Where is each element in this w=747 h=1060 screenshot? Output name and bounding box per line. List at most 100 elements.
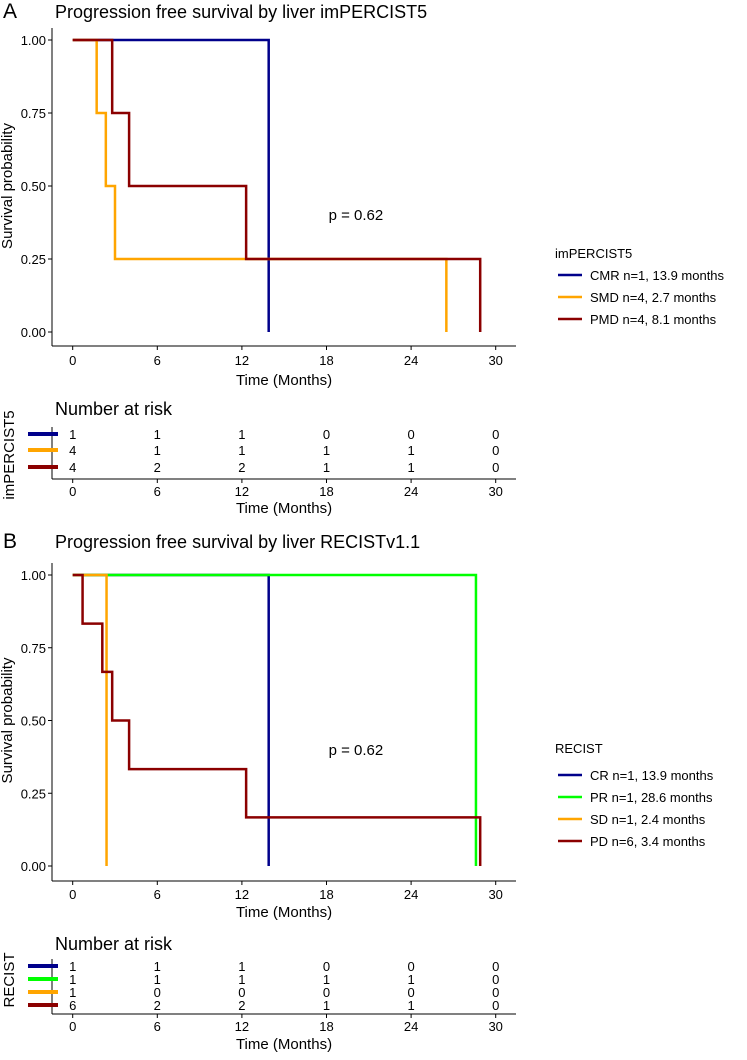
legend-label: PD n=6, 3.4 months <box>590 834 706 849</box>
risk-x-axis-label: Time (Months) <box>236 1036 332 1053</box>
risk-count: 0 <box>492 460 499 475</box>
risk-x-tick-label: 30 <box>488 484 502 499</box>
risk-x-tick-label: 12 <box>235 1019 249 1034</box>
risk-count: 1 <box>69 985 76 1000</box>
panel-a: A Progression free survival by liver imPE… <box>0 0 725 517</box>
risk-count: 2 <box>154 998 161 1013</box>
legend-label: SD n=1, 2.4 months <box>590 812 706 827</box>
risk-count: 1 <box>407 443 414 458</box>
x-tick-label: 24 <box>404 887 418 902</box>
risk-y-axis-label: RECIST <box>1 952 18 1007</box>
x-tick-label: 0 <box>69 353 76 368</box>
legend-label: PMD n=4, 8.1 months <box>590 312 717 327</box>
risk-count: 0 <box>492 972 499 987</box>
risk-x-tick-label: 0 <box>69 1019 76 1034</box>
risk-x-tick-label: 6 <box>154 1019 161 1034</box>
legend-label: CMR n=1, 13.9 months <box>590 268 725 283</box>
risk-x-tick-label: 6 <box>154 484 161 499</box>
y-tick-label: 0.75 <box>21 106 46 121</box>
y-tick-label: 0.75 <box>21 641 46 656</box>
risk-count: 1 <box>69 972 76 987</box>
x-tick-label: 12 <box>235 353 249 368</box>
x-tick-label: 18 <box>319 887 333 902</box>
panel-label: A <box>3 0 17 23</box>
risk-count: 1 <box>154 959 161 974</box>
risk-x-tick-label: 24 <box>404 484 418 499</box>
y-tick-label: 0.50 <box>21 714 46 729</box>
risk-x-tick-label: 24 <box>404 1019 418 1034</box>
legend-title: imPERCIST5 <box>555 246 632 261</box>
risk-count: 1 <box>154 972 161 987</box>
risk-count: 0 <box>238 985 245 1000</box>
risk-table-title: Number at risk <box>55 399 173 419</box>
y-tick-label: 0.25 <box>21 786 46 801</box>
y-tick-label: 0.50 <box>21 179 46 194</box>
panel-label: B <box>3 530 17 553</box>
risk-count: 0 <box>492 443 499 458</box>
risk-count: 1 <box>238 959 245 974</box>
risk-count: 1 <box>323 972 330 987</box>
p-value: p = 0.62 <box>329 207 384 224</box>
legend-label: CR n=1, 13.9 months <box>590 768 714 783</box>
risk-count: 0 <box>323 985 330 1000</box>
km-curve-0 <box>72 38 270 332</box>
risk-x-tick-label: 12 <box>235 484 249 499</box>
risk-count: 1 <box>323 443 330 458</box>
risk-count: 1 <box>407 998 414 1013</box>
y-tick-label: 0.00 <box>21 859 46 874</box>
x-tick-label: 30 <box>488 353 502 368</box>
x-tick-label: 0 <box>69 887 76 902</box>
p-value: p = 0.62 <box>329 742 384 759</box>
risk-x-tick-label: 30 <box>488 1019 502 1034</box>
risk-count: 2 <box>154 460 161 475</box>
risk-count: 0 <box>323 427 330 442</box>
legend-label: SMD n=4, 2.7 months <box>590 290 717 305</box>
risk-count: 0 <box>323 959 330 974</box>
x-tick-label: 24 <box>404 353 418 368</box>
risk-count: 0 <box>492 985 499 1000</box>
km-curve-2 <box>72 573 108 866</box>
km-curve-2 <box>72 38 482 332</box>
risk-count: 2 <box>238 998 245 1013</box>
risk-count: 1 <box>238 443 245 458</box>
x-axis-label: Time (Months) <box>236 372 332 389</box>
risk-count: 1 <box>407 460 414 475</box>
risk-count: 4 <box>69 460 76 475</box>
risk-count: 0 <box>492 998 499 1013</box>
risk-count: 4 <box>69 443 76 458</box>
panel-b: B Progression free survival by liver RECI… <box>0 530 714 1053</box>
risk-count: 0 <box>407 985 414 1000</box>
risk-x-axis-label: Time (Months) <box>236 500 332 517</box>
risk-count: 1 <box>238 972 245 987</box>
risk-count: 1 <box>154 427 161 442</box>
risk-count: 1 <box>154 443 161 458</box>
legend-label: PR n=1, 28.6 months <box>590 790 713 805</box>
x-tick-label: 12 <box>235 887 249 902</box>
risk-count: 1 <box>407 972 414 987</box>
y-tick-label: 1.00 <box>21 33 46 48</box>
km-curve-0 <box>72 573 270 866</box>
legend-title: RECIST <box>555 741 603 756</box>
risk-count: 0 <box>407 427 414 442</box>
x-tick-label: 6 <box>154 887 161 902</box>
y-tick-label: 0.25 <box>21 252 46 267</box>
risk-x-tick-label: 0 <box>69 484 76 499</box>
risk-table-title: Number at risk <box>55 934 173 954</box>
risk-count: 0 <box>492 427 499 442</box>
risk-count: 1 <box>323 460 330 475</box>
risk-x-tick-label: 18 <box>319 484 333 499</box>
x-tick-label: 30 <box>488 887 502 902</box>
km-curve-1 <box>72 573 478 866</box>
risk-y-axis-label: imPERCIST5 <box>1 410 18 499</box>
risk-count: 6 <box>69 998 76 1013</box>
risk-count: 1 <box>238 427 245 442</box>
risk-count: 0 <box>407 959 414 974</box>
x-axis-label: Time (Months) <box>236 904 332 921</box>
y-tick-label: 1.00 <box>21 568 46 583</box>
y-axis-label: Survival probability <box>0 657 16 783</box>
risk-count: 0 <box>492 959 499 974</box>
km-curve-3 <box>72 573 482 866</box>
x-tick-label: 6 <box>154 353 161 368</box>
y-axis-label: Survival probability <box>0 123 16 249</box>
risk-count: 1 <box>69 427 76 442</box>
